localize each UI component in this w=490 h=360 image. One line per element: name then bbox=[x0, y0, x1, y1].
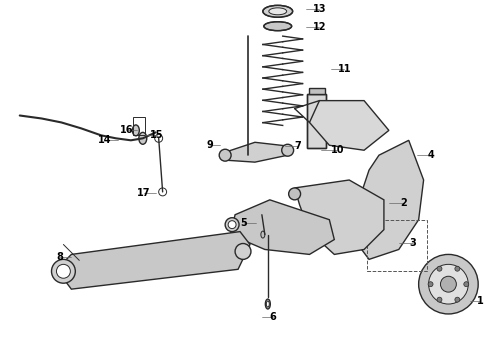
Polygon shape bbox=[294, 180, 384, 255]
Ellipse shape bbox=[267, 301, 270, 307]
Bar bbox=[307, 94, 326, 148]
Circle shape bbox=[289, 188, 300, 200]
Text: 7: 7 bbox=[294, 141, 301, 151]
Polygon shape bbox=[310, 100, 389, 150]
Circle shape bbox=[56, 264, 71, 278]
Circle shape bbox=[464, 282, 469, 287]
Circle shape bbox=[429, 264, 468, 304]
Text: 11: 11 bbox=[338, 64, 351, 74]
Circle shape bbox=[455, 297, 460, 302]
Text: 5: 5 bbox=[241, 218, 247, 228]
Bar bbox=[367, 220, 427, 271]
Circle shape bbox=[428, 282, 433, 287]
Text: 9: 9 bbox=[207, 140, 214, 150]
Circle shape bbox=[282, 144, 294, 156]
Text: 13: 13 bbox=[313, 4, 326, 14]
Text: 4: 4 bbox=[427, 150, 434, 160]
Text: 1: 1 bbox=[477, 296, 484, 306]
Ellipse shape bbox=[269, 8, 287, 15]
Circle shape bbox=[418, 255, 478, 314]
Text: 2: 2 bbox=[400, 198, 407, 208]
Circle shape bbox=[51, 260, 75, 283]
Circle shape bbox=[437, 266, 442, 271]
Ellipse shape bbox=[264, 22, 292, 31]
Text: 10: 10 bbox=[331, 145, 344, 155]
Circle shape bbox=[235, 243, 251, 260]
Circle shape bbox=[225, 218, 239, 231]
Circle shape bbox=[244, 151, 252, 159]
Circle shape bbox=[242, 149, 254, 161]
Ellipse shape bbox=[139, 132, 147, 144]
Polygon shape bbox=[230, 200, 334, 255]
Bar bbox=[309, 88, 325, 94]
Bar bbox=[133, 117, 145, 135]
Ellipse shape bbox=[261, 231, 265, 238]
Text: 16: 16 bbox=[120, 125, 134, 135]
Text: 17: 17 bbox=[137, 188, 150, 198]
Text: 12: 12 bbox=[313, 22, 326, 32]
Circle shape bbox=[219, 149, 231, 161]
Polygon shape bbox=[56, 231, 250, 289]
Polygon shape bbox=[225, 142, 290, 162]
Circle shape bbox=[441, 276, 456, 292]
Circle shape bbox=[437, 297, 442, 302]
Bar bbox=[307, 94, 326, 148]
Text: 14: 14 bbox=[98, 135, 112, 145]
Text: 3: 3 bbox=[409, 238, 416, 248]
Ellipse shape bbox=[263, 5, 293, 17]
Circle shape bbox=[228, 221, 236, 229]
Ellipse shape bbox=[132, 125, 139, 136]
Text: 6: 6 bbox=[270, 312, 276, 322]
Polygon shape bbox=[354, 140, 424, 260]
Text: 8: 8 bbox=[56, 252, 63, 262]
Ellipse shape bbox=[266, 299, 270, 309]
Text: 15: 15 bbox=[150, 130, 164, 140]
Circle shape bbox=[455, 266, 460, 271]
